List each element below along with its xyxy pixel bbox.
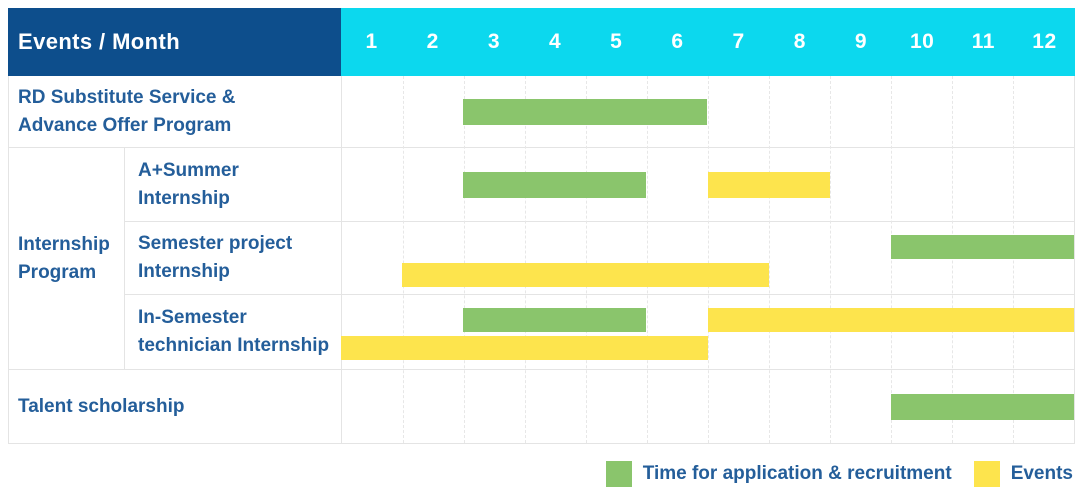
months-header: 1 2 3 4 5 6 7 8 9 10 11 12	[341, 8, 1075, 76]
group-subrows: A+Summer Internship Semester project Intern…	[125, 148, 1074, 369]
label-line: Talent scholarship	[18, 395, 185, 417]
month-header-cell: 6	[671, 30, 684, 53]
label-line: Internship	[18, 233, 110, 255]
gantt-bar-events	[341, 336, 708, 360]
gantt-row-chart	[341, 222, 1074, 294]
label-line: Program	[18, 261, 97, 283]
month-header-cell: 12	[1032, 30, 1057, 53]
gantt-bar-events	[707, 308, 1074, 332]
month-header-cell: 5	[610, 30, 623, 53]
label-line: Internship	[138, 187, 230, 209]
row-label: RD Substitute Service & Advance Offer Pro…	[9, 76, 341, 147]
gantt-bar-events	[402, 263, 769, 287]
gantt-sub-row: In-Semester technician Internship	[125, 295, 1074, 369]
gantt-bar-recruitment	[463, 171, 647, 198]
month-header-cell: 10	[909, 30, 935, 53]
gantt-bar-recruitment	[890, 235, 1074, 259]
gantt-bar-events	[707, 171, 830, 198]
gantt-group-block: Internship Program A+Summer Internship Semes…	[9, 148, 1074, 370]
sub-row-label: A+Summer Internship	[125, 148, 341, 221]
label-line: Advance Offer Program	[18, 114, 232, 136]
month-header-cell: 8	[793, 30, 806, 53]
gantt-bar-recruitment	[463, 308, 647, 332]
label-line: RD Substitute Service &	[18, 86, 236, 108]
gantt-row: Talent scholarship	[9, 370, 1074, 443]
corner-header-label: Events / Month	[18, 29, 181, 54]
sub-row-label: Semester project Internship	[125, 222, 341, 294]
month-header-cell: 7	[732, 30, 745, 53]
label-line: technician Internship	[138, 335, 330, 356]
label-line: In-Semester	[138, 307, 247, 328]
legend-item-recruitment: Time for application & recruitment	[605, 461, 952, 487]
gantt-row-chart	[341, 76, 1074, 147]
gantt-sub-row: A+Summer Internship	[125, 148, 1074, 222]
legend: Time for application & recruitment Event…	[605, 459, 1073, 489]
group-label: Internship Program	[9, 148, 125, 369]
month-header-cell: 11	[971, 30, 995, 53]
legend-label-recruitment: Time for application & recruitment	[642, 463, 952, 484]
gantt-row-chart	[341, 148, 1074, 221]
gantt-sub-row: Semester project Internship	[125, 222, 1074, 295]
month-header-cell: 4	[549, 30, 562, 53]
label-line: Internship	[138, 261, 230, 282]
label-line: A+Summer	[138, 159, 239, 181]
legend-item-events: Events	[973, 461, 1073, 487]
gantt-bar-recruitment	[463, 98, 708, 125]
month-header-cell: 2	[426, 30, 439, 53]
gantt-row: RD Substitute Service & Advance Offer Pro…	[9, 76, 1074, 148]
month-header-cell: 3	[487, 30, 501, 53]
recruitment-swatch-icon	[605, 461, 632, 487]
sub-row-label: In-Semester technician Internship	[125, 295, 341, 369]
events-swatch-icon	[973, 461, 1000, 487]
gantt-bar-recruitment	[890, 393, 1074, 420]
label-line: Semester project	[138, 233, 293, 254]
gantt-row-chart	[341, 295, 1074, 369]
corner-header: Events / Month	[8, 8, 341, 76]
gantt-body: RD Substitute Service & Advance Offer Pro…	[8, 76, 1075, 444]
row-label: Talent scholarship	[9, 370, 341, 443]
legend-label-events: Events	[1010, 463, 1073, 484]
month-header-cell: 9	[854, 30, 868, 53]
gantt-row-chart	[341, 370, 1074, 443]
month-header-cell: 1	[365, 30, 378, 53]
gantt-table: Events / Month 1 2 3 4 5 6 7 8 9 10 11 12 RD Substi…	[8, 8, 1075, 444]
gantt-header-row: Events / Month 1 2 3 4 5 6 7 8 9 10 11 12	[8, 8, 1075, 76]
